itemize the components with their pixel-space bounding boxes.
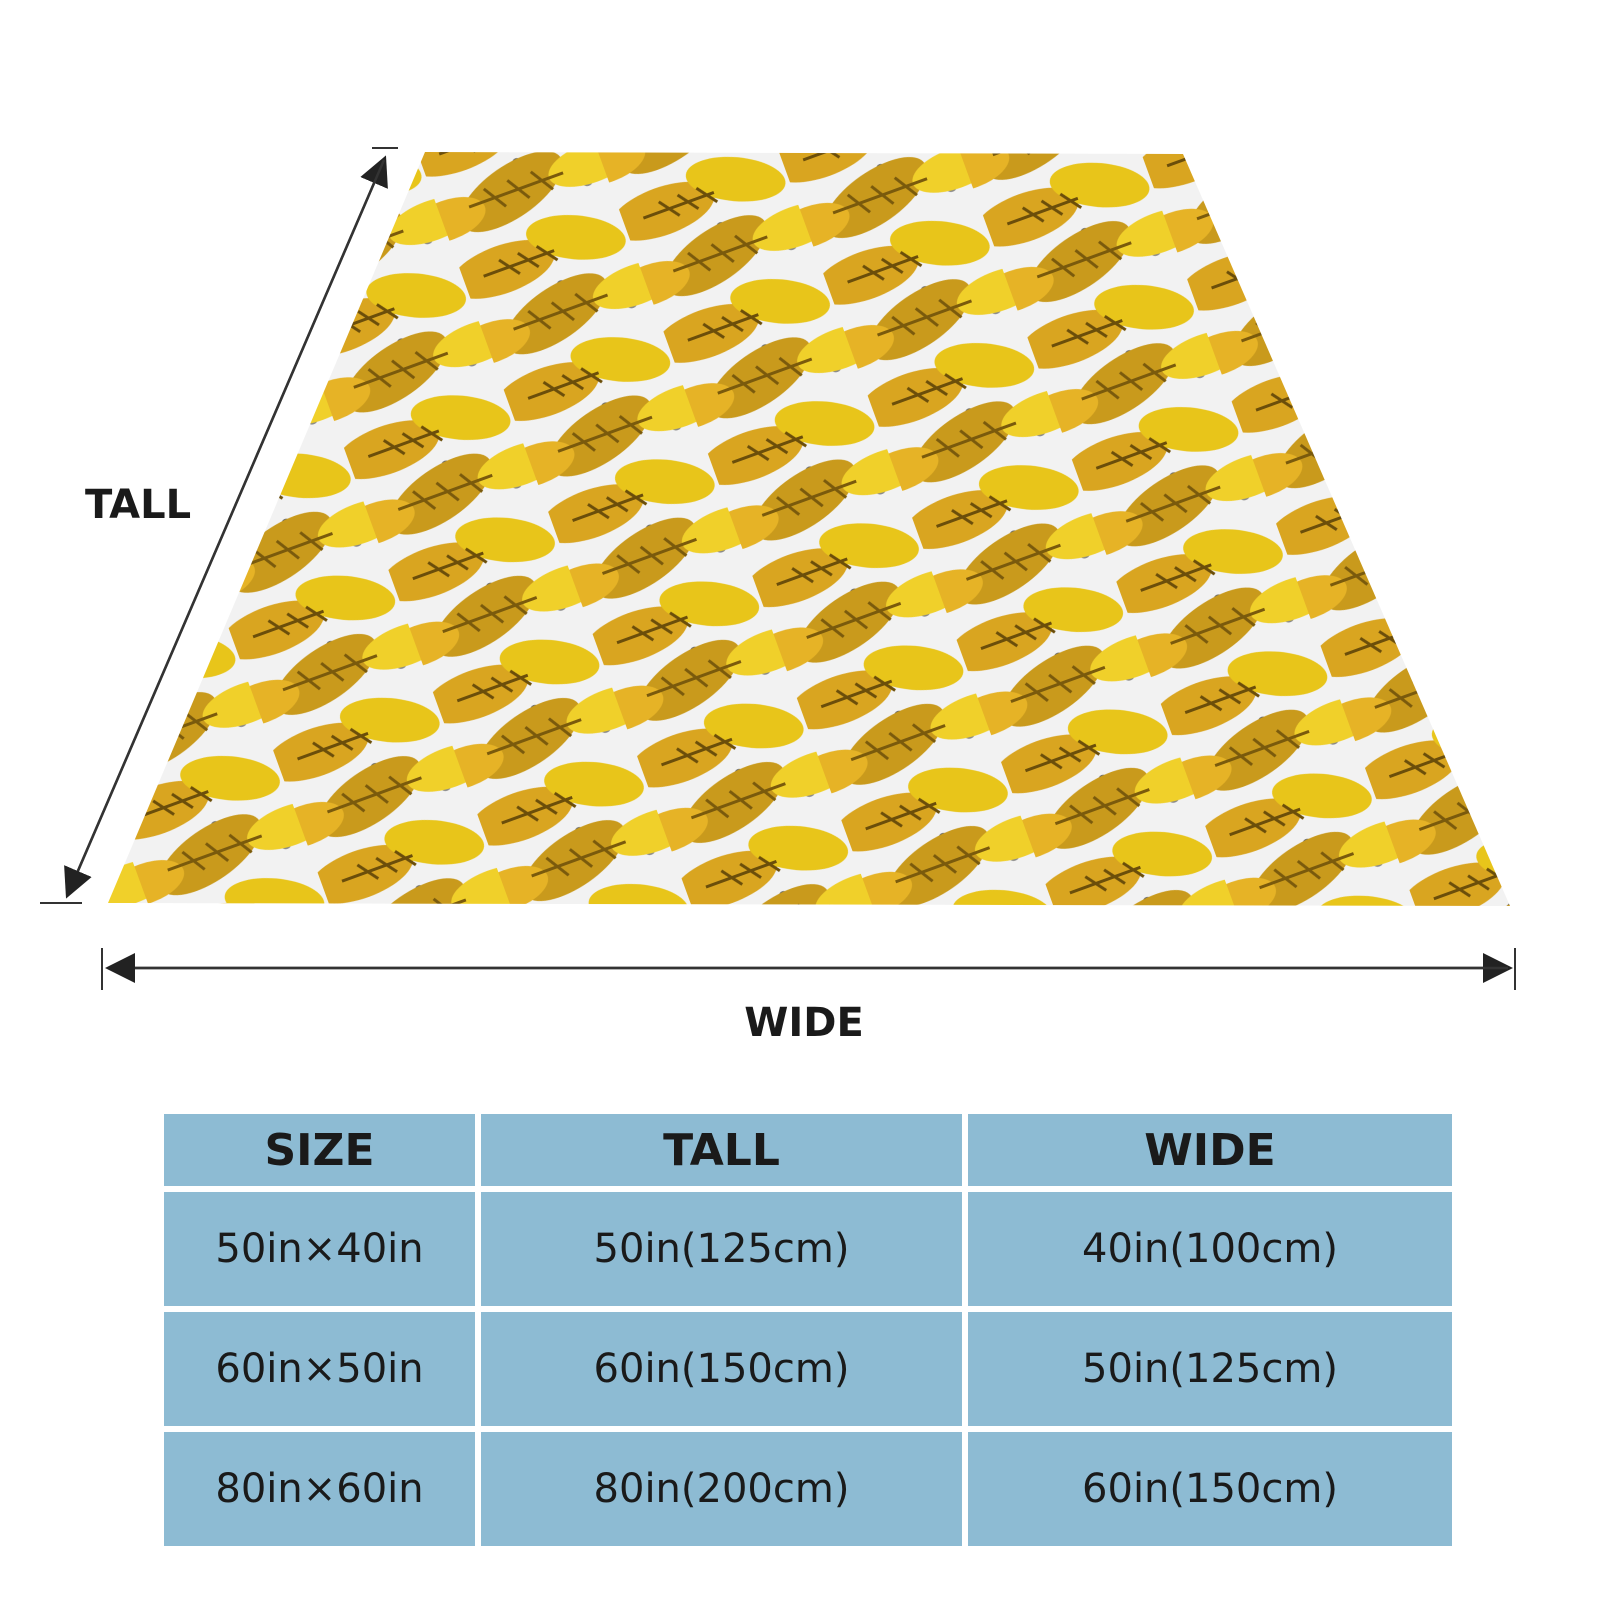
table-cell: 60in(150cm) <box>968 1432 1452 1546</box>
table-cell: 50in(125cm) <box>481 1192 962 1306</box>
blanket-illustration: TALL WIDE <box>40 147 1516 1046</box>
header-cell: WIDE <box>968 1114 1452 1186</box>
wide-label: WIDE <box>744 1000 864 1046</box>
header-cell: TALL <box>481 1114 962 1186</box>
header-cell: SIZE <box>164 1114 475 1186</box>
table-cell: 80in(200cm) <box>481 1432 962 1546</box>
table-cell: 50in×40in <box>164 1192 475 1306</box>
blanket <box>108 152 1510 906</box>
table-cell: 50in(125cm) <box>968 1312 1452 1426</box>
table-cell: 60in×50in <box>164 1312 475 1426</box>
tall-label: TALL <box>85 482 191 528</box>
tall-arrow <box>64 159 386 899</box>
table-cell: 60in(150cm) <box>481 1312 962 1426</box>
table-cell: 80in×60in <box>164 1432 475 1546</box>
size-table: SIZE TALL WIDE 50in×40in 50in(125cm) 40i… <box>164 1114 1452 1546</box>
table-cell: 40in(100cm) <box>968 1192 1452 1306</box>
